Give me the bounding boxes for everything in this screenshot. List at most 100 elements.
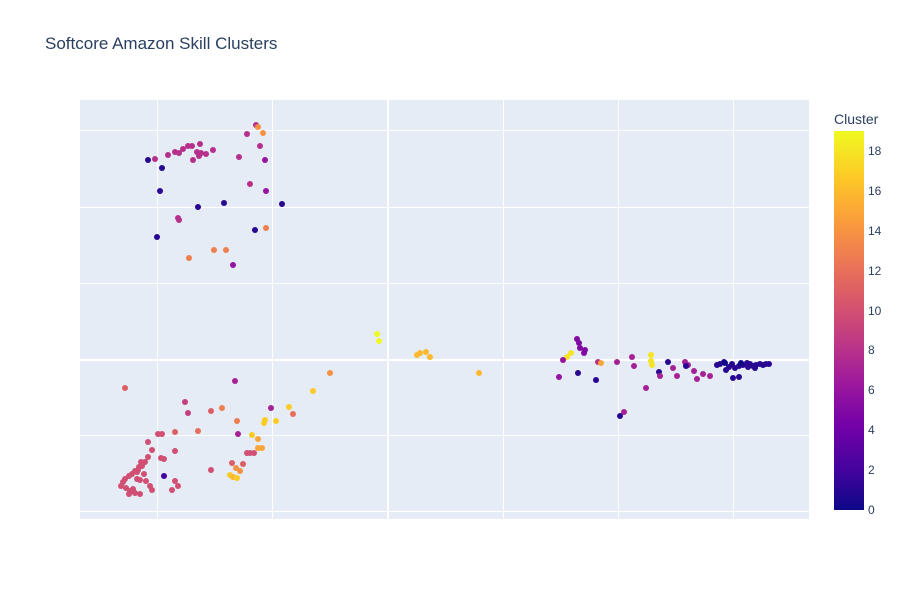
data-point[interactable] <box>208 467 214 473</box>
data-point[interactable] <box>593 377 599 383</box>
data-point[interactable] <box>575 370 581 376</box>
data-point[interactable] <box>247 450 253 456</box>
data-point[interactable] <box>255 436 261 442</box>
data-point[interactable] <box>629 354 635 360</box>
data-point[interactable] <box>263 188 269 194</box>
data-point[interactable] <box>172 478 178 484</box>
data-point[interactable] <box>273 418 279 424</box>
data-point[interactable] <box>631 363 637 369</box>
data-point[interactable] <box>195 428 201 434</box>
data-point[interactable] <box>126 491 132 497</box>
data-point[interactable] <box>159 165 165 171</box>
data-point[interactable] <box>120 479 126 485</box>
data-point[interactable] <box>581 350 587 356</box>
data-point[interactable] <box>614 359 620 365</box>
data-point[interactable] <box>279 201 285 207</box>
data-point[interactable] <box>172 149 178 155</box>
data-point[interactable] <box>564 354 570 360</box>
data-point[interactable] <box>203 151 209 157</box>
data-point[interactable] <box>732 365 738 371</box>
data-point[interactable] <box>196 153 202 159</box>
data-point[interactable] <box>185 143 191 149</box>
data-point[interactable] <box>155 431 161 437</box>
data-point[interactable] <box>126 473 132 479</box>
data-point[interactable] <box>197 141 203 147</box>
data-point[interactable] <box>233 465 239 471</box>
data-point[interactable] <box>237 468 243 474</box>
data-point[interactable] <box>723 367 729 373</box>
data-point[interactable] <box>137 491 143 497</box>
data-point[interactable] <box>621 409 627 415</box>
data-point[interactable] <box>251 450 257 456</box>
data-point[interactable] <box>221 200 227 206</box>
data-point[interactable] <box>118 483 124 489</box>
data-point[interactable] <box>189 143 195 149</box>
data-point[interactable] <box>556 374 562 380</box>
data-point[interactable] <box>223 247 229 253</box>
data-point[interactable] <box>259 445 265 451</box>
data-point[interactable] <box>159 431 165 437</box>
data-point[interactable] <box>576 340 582 346</box>
data-point[interactable] <box>691 368 697 374</box>
data-point[interactable] <box>244 450 250 456</box>
data-point[interactable] <box>141 471 147 477</box>
data-point[interactable] <box>229 460 235 466</box>
data-point[interactable] <box>617 413 623 419</box>
data-point[interactable] <box>135 467 141 473</box>
data-point[interactable] <box>129 471 135 477</box>
data-point[interactable] <box>235 431 241 437</box>
data-point[interactable] <box>244 131 250 137</box>
data-point[interactable] <box>169 487 175 493</box>
data-point[interactable] <box>186 255 192 261</box>
data-point[interactable] <box>236 154 242 160</box>
data-point[interactable] <box>766 361 772 367</box>
data-point[interactable] <box>738 360 744 366</box>
data-point[interactable] <box>175 483 181 489</box>
data-point[interactable] <box>674 373 680 379</box>
data-point[interactable] <box>234 418 240 424</box>
data-point[interactable] <box>249 432 255 438</box>
data-point[interactable] <box>172 429 178 435</box>
data-point[interactable] <box>139 463 145 469</box>
data-point[interactable] <box>230 474 236 480</box>
data-point[interactable] <box>745 364 751 370</box>
data-point[interactable] <box>152 156 158 162</box>
data-point[interactable] <box>648 358 654 364</box>
data-point[interactable] <box>172 448 178 454</box>
data-point[interactable] <box>180 146 186 152</box>
data-point[interactable] <box>132 490 138 496</box>
data-point[interactable] <box>138 459 144 465</box>
data-point[interactable] <box>476 370 482 376</box>
data-point[interactable] <box>726 364 732 370</box>
data-point[interactable] <box>327 370 333 376</box>
data-point[interactable] <box>568 350 574 356</box>
data-point[interactable] <box>261 420 267 426</box>
data-point[interactable] <box>157 188 163 194</box>
data-point[interactable] <box>230 262 236 268</box>
data-point[interactable] <box>154 234 160 240</box>
data-point[interactable] <box>247 181 253 187</box>
data-point[interactable] <box>143 478 149 484</box>
data-point[interactable] <box>232 378 238 384</box>
data-point[interactable] <box>665 359 671 365</box>
data-point[interactable] <box>423 349 429 355</box>
data-point[interactable] <box>137 477 143 483</box>
data-point[interactable] <box>182 399 188 405</box>
data-point[interactable] <box>427 354 433 360</box>
data-point[interactable] <box>145 454 151 460</box>
data-point[interactable] <box>736 374 742 380</box>
data-point[interactable] <box>417 350 423 356</box>
data-point[interactable] <box>123 485 129 491</box>
data-point[interactable] <box>252 227 258 233</box>
data-point[interactable] <box>656 369 662 375</box>
data-point[interactable] <box>700 371 706 377</box>
data-point[interactable] <box>560 357 566 363</box>
data-point[interactable] <box>729 361 735 367</box>
data-point[interactable] <box>255 445 261 451</box>
data-point[interactable] <box>286 404 292 410</box>
data-point[interactable] <box>149 487 155 493</box>
data-point[interactable] <box>574 336 580 342</box>
data-point[interactable] <box>161 456 167 462</box>
data-point[interactable] <box>255 124 261 130</box>
data-point[interactable] <box>240 461 246 467</box>
